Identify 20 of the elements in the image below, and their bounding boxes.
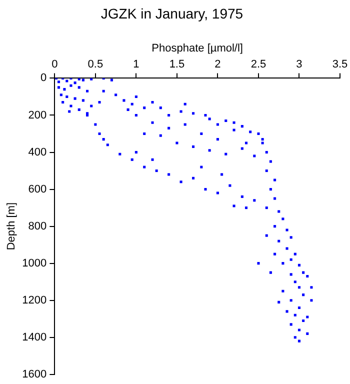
x-tick-label: 3.5: [332, 58, 348, 71]
y-tick-label: 600: [28, 183, 47, 196]
x-tick-label: 2.5: [250, 58, 266, 71]
x-tick-label: 3: [296, 58, 302, 71]
y-tick-label: 1400: [22, 331, 47, 344]
x-tick-label: 1: [133, 58, 140, 71]
x-axis-title: Phosphate [µmol/l]: [152, 42, 244, 54]
y-tick-label: 400: [28, 146, 47, 158]
x-tick-label: 0: [52, 58, 58, 71]
y-axis-title: Depth [m]: [6, 202, 18, 250]
y-tick-label: 800: [28, 220, 47, 232]
y-tick-label: 1600: [22, 368, 47, 380]
y-tick-label: 200: [28, 109, 47, 122]
x-tick-label: 2: [214, 58, 221, 71]
y-tick-label: 0: [40, 72, 47, 84]
chart-title: JGZK in January, 1975: [100, 5, 244, 22]
y-tick-label: 1200: [22, 294, 47, 306]
x-tick-label: 1.5: [169, 58, 185, 71]
x-tick-label: 0.5: [88, 58, 104, 71]
y-tick-label: 1000: [22, 257, 47, 270]
